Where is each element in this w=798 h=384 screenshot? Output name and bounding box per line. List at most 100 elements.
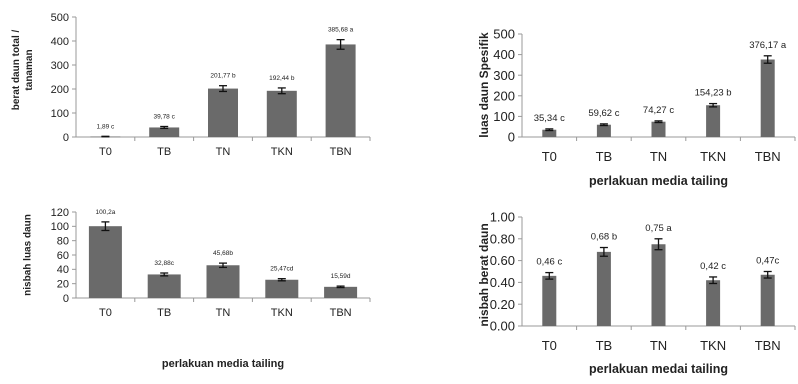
- data-label: 0,75 a: [645, 223, 672, 234]
- bar: [760, 274, 775, 326]
- y-tick-label: 80: [57, 236, 69, 248]
- data-label: 154,23 b: [695, 88, 732, 99]
- bar: [147, 274, 181, 298]
- data-label: 1,89 c: [97, 123, 115, 130]
- y-tick-label: 200: [51, 84, 69, 96]
- y-tick-label: 0.80: [490, 231, 515, 246]
- bar: [651, 121, 666, 137]
- data-label: 0,68 b: [591, 232, 617, 243]
- data-label: 0,42 c: [700, 261, 726, 272]
- data-label: 39,78 c: [154, 113, 176, 120]
- y-tick-label: 120: [51, 207, 69, 219]
- data-label: 192,44 b: [269, 75, 295, 82]
- y-tick-label: 500: [51, 12, 69, 24]
- bar: [325, 44, 356, 137]
- x-tick-label: TBN: [330, 307, 352, 319]
- x-axis-title: perlakuan media tailing: [589, 174, 728, 188]
- data-label: 25,47cd: [270, 266, 294, 273]
- chart-berat-daun-total: 0 100 200 300 400 500 T0 1,89 c TB 39,78 c TN 201,7…: [0, 0, 400, 175]
- x-tick-label: T0: [542, 338, 557, 353]
- bar: [651, 244, 666, 326]
- bar: [88, 226, 122, 298]
- y-tick-label: 40: [57, 264, 69, 276]
- y-axis-title: nisbah berat daun: [477, 223, 491, 326]
- x-tick-label: TKN: [271, 146, 293, 158]
- bar: [596, 251, 611, 326]
- y-tick-label: 1.00: [490, 210, 515, 225]
- y-tick-label: 100: [51, 221, 69, 233]
- y-axis-title: luas daun Spesifik: [477, 32, 491, 138]
- data-label: 32,88c: [154, 260, 174, 267]
- bar: [149, 127, 180, 137]
- y-axis-title: berat daun total / tanaman: [11, 29, 35, 110]
- y-tick-label: 400: [493, 47, 515, 62]
- bar: [265, 279, 299, 298]
- y-tick-label: 400: [51, 36, 69, 48]
- bar: [324, 286, 358, 298]
- bar: [206, 265, 240, 298]
- data-label: 35,34 c: [534, 113, 565, 124]
- bar: [542, 275, 557, 326]
- data-label: 0,46 c: [536, 257, 562, 268]
- y-tick-label: 0: [63, 293, 69, 305]
- y-axis-title-line: luas daun Spesifik: [477, 32, 491, 138]
- chart-0-svg: 0 100 200 300 400 500 T0 1,89 c TB 39,78 c TN 201,7…: [11, 12, 371, 158]
- data-label: 376,17 a: [749, 40, 787, 51]
- y-axis-title-line: nisbah berat daun: [477, 223, 491, 326]
- x-tick-label: TBN: [330, 146, 352, 158]
- data-label: 45,68b: [213, 250, 233, 257]
- y-tick-label: 0: [63, 132, 69, 144]
- x-tick-label: T0: [542, 149, 557, 164]
- chart-nisbah-berat-daun: 0.00 0.20 0.40 0.60 0.80 1.00 T0 0,46 c TB 0,68 b…: [400, 195, 798, 379]
- data-label: 0,47c: [756, 256, 779, 267]
- x-tick-label: T0: [99, 307, 112, 319]
- bar: [706, 105, 721, 137]
- bar: [542, 129, 557, 137]
- x-tick-label: TKN: [700, 149, 726, 164]
- y-axis-title: nisbah luas daun: [23, 214, 34, 296]
- y-tick-label: 100: [493, 109, 515, 124]
- y-tick-label: 0.40: [490, 275, 515, 290]
- chart-nisbah-luas-daun: 0 20 40 60 80 100 120 T0 100,2a TB 32,88c TN 45,68b T…: [0, 195, 400, 379]
- data-label: 59,62 c: [588, 108, 619, 119]
- x-tick-label: TKN: [271, 307, 293, 319]
- y-tick-label: 0: [508, 130, 515, 145]
- bar: [706, 280, 721, 326]
- y-tick-label: 100: [51, 108, 69, 120]
- y-tick-label: 0.00: [490, 319, 515, 334]
- bar: [596, 124, 611, 137]
- data-label: 201,77 b: [210, 73, 236, 80]
- y-tick-label: 0.20: [490, 297, 515, 312]
- x-tick-label: TB: [596, 149, 613, 164]
- x-tick-label: TB: [596, 338, 613, 353]
- y-tick-label: 0.60: [490, 253, 515, 268]
- y-axis-title-line: tanaman: [24, 49, 35, 90]
- data-label: 100,2a: [95, 209, 115, 216]
- bar: [208, 88, 238, 137]
- y-axis-title-line: berat daun total /: [11, 29, 22, 110]
- x-tick-label: TB: [157, 307, 171, 319]
- chart-luas-daun-spesifik: 0 100 200 300 400 500 T0 35,34 c TB 59,62 c TN 74,2…: [400, 0, 798, 192]
- bar: [266, 90, 297, 137]
- x-tick-label: TKN: [700, 338, 726, 353]
- x-axis-title: perlakuan medai tailing: [589, 362, 728, 376]
- y-axis-title-line: nisbah luas daun: [23, 214, 34, 296]
- data-label: 74,27 c: [643, 105, 674, 116]
- y-tick-label: 300: [493, 68, 515, 83]
- bar: [760, 59, 775, 137]
- x-tick-label: T0: [99, 146, 112, 158]
- chart-1-svg: 0 100 200 300 400 500 T0 35,34 c TB 59,62 c TN 74,2…: [477, 27, 796, 188]
- y-tick-label: 20: [57, 279, 69, 291]
- data-label: 385,68 a: [328, 27, 354, 34]
- x-tick-label: TB: [157, 146, 171, 158]
- chart-2-svg: 0 20 40 60 80 100 120 T0 100,2a TB 32,88c TN 45,68b T…: [23, 207, 371, 370]
- x-tick-label: TN: [216, 146, 231, 158]
- chart-3-svg: 0.00 0.20 0.40 0.60 0.80 1.00 T0 0,46 c TB 0,68 b…: [477, 210, 796, 376]
- y-tick-label: 200: [493, 88, 515, 103]
- x-tick-label: TBN: [755, 338, 781, 353]
- data-label: 15,59d: [331, 273, 351, 280]
- x-tick-label: TN: [650, 149, 667, 164]
- x-tick-label: TN: [216, 307, 231, 319]
- y-tick-label: 60: [57, 250, 69, 262]
